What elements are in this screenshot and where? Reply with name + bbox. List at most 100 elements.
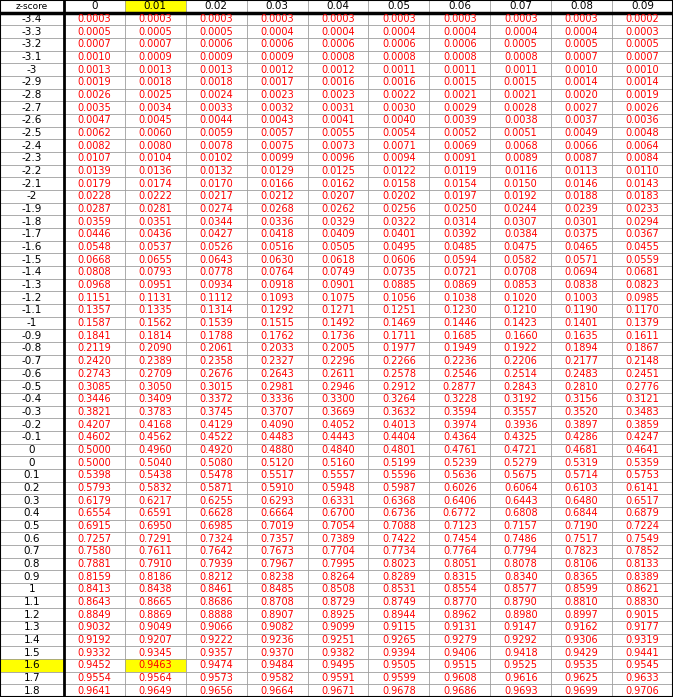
Text: -1.1: -1.1 [22, 305, 42, 316]
Text: 0.8438: 0.8438 [139, 584, 172, 595]
Bar [64, 494, 125, 507]
Text: 0.5871: 0.5871 [199, 483, 233, 493]
Text: 0.8962: 0.8962 [443, 610, 476, 620]
Text: 0.4761: 0.4761 [443, 445, 476, 455]
Bar [368, 659, 429, 671]
Bar [490, 558, 551, 570]
Bar [246, 482, 308, 494]
Bar [429, 228, 490, 241]
Bar [186, 367, 246, 380]
Text: 0.0192: 0.0192 [504, 192, 538, 201]
Bar [551, 342, 612, 355]
Text: 0.3745: 0.3745 [199, 407, 233, 417]
Bar [186, 51, 246, 63]
Bar [125, 51, 186, 63]
Bar [186, 139, 246, 152]
Text: 0.0630: 0.0630 [260, 255, 294, 265]
Bar [612, 241, 673, 254]
Bar [429, 203, 490, 215]
Text: 0.1210: 0.1210 [504, 305, 538, 316]
Text: 0.0853: 0.0853 [504, 280, 538, 290]
Text: 0.0003: 0.0003 [321, 14, 355, 24]
Bar [429, 558, 490, 570]
Bar [246, 279, 308, 291]
Bar [429, 583, 490, 595]
Bar [368, 63, 429, 76]
Text: 0.1056: 0.1056 [382, 293, 416, 302]
Text: 0.4483: 0.4483 [260, 432, 294, 442]
Text: 0.0019: 0.0019 [77, 77, 111, 87]
Text: 0.2912: 0.2912 [382, 381, 416, 392]
Bar [186, 482, 246, 494]
Text: 0.5753: 0.5753 [625, 470, 660, 480]
Bar [551, 291, 612, 304]
Text: 0.9115: 0.9115 [382, 622, 416, 632]
Text: 0.8925: 0.8925 [321, 610, 355, 620]
Text: 0.0003: 0.0003 [382, 14, 416, 24]
Text: 0.5398: 0.5398 [77, 470, 111, 480]
Bar [308, 241, 368, 254]
Bar [368, 342, 429, 355]
Text: 0.7673: 0.7673 [260, 546, 294, 556]
Bar [551, 646, 612, 659]
Bar [429, 102, 490, 114]
Text: 0.7422: 0.7422 [382, 533, 416, 544]
Bar [246, 659, 308, 671]
Bar [612, 291, 673, 304]
Text: 0.2776: 0.2776 [625, 381, 660, 392]
Bar [308, 671, 368, 684]
Text: -2.8: -2.8 [22, 90, 42, 100]
Text: 0.9495: 0.9495 [321, 660, 355, 671]
Bar [125, 367, 186, 380]
Bar [612, 215, 673, 228]
Text: 0.8869: 0.8869 [139, 610, 172, 620]
Text: 0.0078: 0.0078 [199, 141, 233, 151]
Text: 0.8: 0.8 [24, 559, 40, 569]
Bar [125, 114, 186, 127]
Text: 1.2: 1.2 [24, 610, 40, 620]
Bar [612, 203, 673, 215]
Bar [64, 443, 125, 456]
Bar [429, 355, 490, 367]
Text: 0.0003: 0.0003 [260, 14, 294, 24]
Text: 0.4522: 0.4522 [199, 432, 234, 442]
Text: 0.4920: 0.4920 [199, 445, 233, 455]
Text: 0.3783: 0.3783 [139, 407, 172, 417]
Bar [186, 431, 246, 443]
Bar [429, 127, 490, 139]
Bar [64, 317, 125, 330]
Bar [0, 266, 64, 279]
Bar [246, 380, 308, 393]
Bar [551, 139, 612, 152]
Bar [429, 482, 490, 494]
Text: 0.9686: 0.9686 [443, 686, 476, 696]
Text: 0.0032: 0.0032 [260, 102, 294, 113]
Bar [551, 595, 612, 608]
Bar [429, 254, 490, 266]
Bar [308, 279, 368, 291]
Text: 0.5120: 0.5120 [260, 457, 294, 468]
Text: 0.4681: 0.4681 [565, 445, 598, 455]
Text: 0.8508: 0.8508 [321, 584, 355, 595]
Bar [612, 355, 673, 367]
Text: 0.6950: 0.6950 [139, 521, 172, 531]
Text: 0.2578: 0.2578 [382, 369, 416, 379]
Bar [368, 190, 429, 203]
Text: 0.0052: 0.0052 [443, 128, 476, 138]
Bar [429, 684, 490, 697]
Text: 0.1003: 0.1003 [565, 293, 598, 302]
Text: 0.0087: 0.0087 [565, 153, 598, 164]
Text: 0.0024: 0.0024 [199, 90, 233, 100]
Text: 0.0031: 0.0031 [321, 102, 355, 113]
Text: 0.1894: 0.1894 [565, 344, 598, 353]
Text: 0.6554: 0.6554 [77, 508, 111, 518]
Text: 0.6179: 0.6179 [77, 496, 111, 505]
Text: 0.8023: 0.8023 [382, 559, 416, 569]
Bar [551, 254, 612, 266]
Bar [246, 190, 308, 203]
Text: 0.4364: 0.4364 [443, 432, 476, 442]
Bar [0, 519, 64, 533]
Bar [490, 621, 551, 634]
Text: -1.4: -1.4 [22, 268, 42, 277]
Bar [308, 152, 368, 164]
